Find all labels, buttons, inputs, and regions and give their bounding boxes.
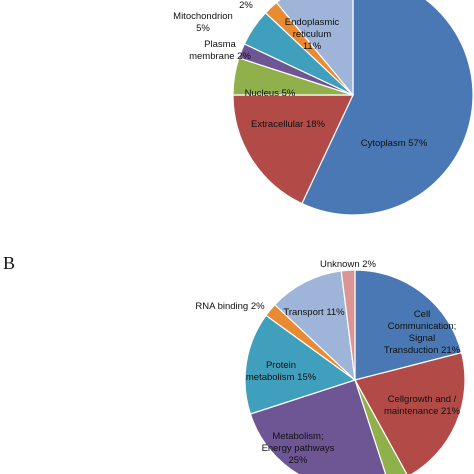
pie-chart-a: Cytoplasm 57% Extracellular 18% Nucleus 5%… (173, 0, 474, 216)
pie-slice-green-slice (354, 379, 408, 474)
pie-slice-cellgrowth-and-maintenance (354, 351, 466, 474)
slice-label-cytoplasm: Cytoplasm 57% (361, 138, 428, 149)
pie-chart-b: Cell Communication; Signal Transduction 21%… (195, 259, 466, 474)
slice-label-metabolism-energy-pathways: Metabolism; Energy pathways 25% (262, 431, 335, 466)
slice-label-cellgrowth-and-maintenance: Cellgrowth and / maintenance 21% (384, 394, 461, 417)
pie-slice-cell-communication-signal-transduction (354, 269, 463, 381)
slice-label-cell-communication-signal-transduction: Cell Communication; Signal Transduction 21% (384, 309, 461, 356)
pie-slice-unknown (340, 269, 356, 381)
pie-slice-extracellular (232, 94, 354, 205)
slice-label-transport: Transport 11% (283, 307, 345, 318)
slice-label-unlabeled-2: 2% (239, 0, 253, 11)
slice-label-nucleus: Nucleus 5% (245, 88, 296, 99)
slice-label-plasma-membrane: Plasma membrane 2% (189, 39, 251, 62)
pie-slice-protein-metabolism (244, 314, 357, 415)
slice-label-mitochondrion: Mitochondrion 5% (173, 11, 233, 34)
slice-label-protein-metabolism: Protein metabolism 15% (246, 360, 317, 383)
pie-slice-endoplasmic-reticulum (275, 0, 354, 97)
pie-slice-cytoplasm (301, 0, 474, 216)
slice-label-unknown: Unknown 2% (320, 259, 377, 270)
slice-label-rna-binding: RNA binding 2% (195, 301, 265, 312)
slice-label-endoplasmic-reticulum: Endoplasmic reticulum 11% (285, 17, 340, 52)
pie-slice-transport (273, 270, 356, 382)
panel-letter-b: B (3, 253, 15, 273)
slice-label-extracellular: Extracellular 18% (251, 119, 325, 130)
